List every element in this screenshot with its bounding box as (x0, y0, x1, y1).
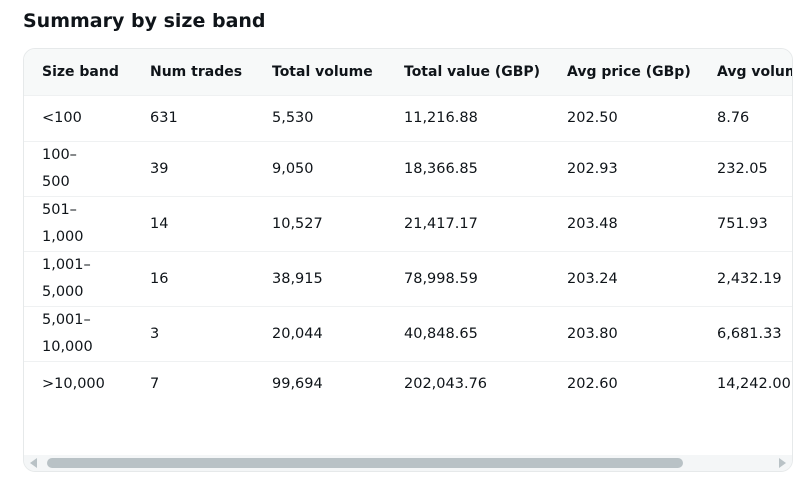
scroll-left[interactable] (30, 458, 37, 468)
table-cell: 501–1,000 (24, 196, 132, 252)
table-cell: 14,242.00 (699, 361, 792, 407)
table-cell: 8.76 (699, 95, 792, 142)
scroll-thumb[interactable] (47, 458, 683, 468)
table-cell: 203.48 (549, 196, 699, 252)
table-cell: 99,694 (254, 361, 386, 407)
table-cell: 40,848.65 (386, 306, 549, 362)
table-cell: 100–500 (24, 141, 132, 197)
table-cell: 18,366.85 (386, 141, 549, 197)
table-cell: 5,530 (254, 95, 386, 142)
table-cell: 202.93 (549, 141, 699, 197)
table-cell: 11,216.88 (386, 95, 549, 142)
table-cell: >10,000 (24, 361, 132, 407)
table-cell: 232.05 (699, 141, 792, 197)
table-cell: 39 (132, 141, 254, 197)
table-cell: 202.50 (549, 95, 699, 142)
table-cell: 20,044 (254, 306, 386, 362)
table-cell: 9,050 (254, 141, 386, 197)
table-row: 5,001–10,000 3 20,044 40,848.65 203.80 6,681.… (24, 306, 792, 362)
table-cell: 5,001–10,000 (24, 306, 132, 362)
table-cell: 38,915 (254, 251, 386, 307)
column-header: Total value (GBP) (386, 49, 549, 96)
table-row: 100–500 39 9,050 18,366.85 202.93 232.05 (24, 141, 792, 197)
table-row: <100 631 5,530 11,216.88 202.50 8.76 (24, 95, 792, 142)
column-header: Avg volum (699, 49, 792, 96)
scroll-right[interactable] (779, 458, 786, 468)
scrollbar[interactable] (24, 455, 792, 471)
table-cell: 7 (132, 361, 254, 407)
table-cell: 14 (132, 196, 254, 252)
header-row: Size band Num trades Total volume Total val… (24, 49, 792, 96)
table-cell: 3 (132, 306, 254, 362)
summary-table: Size band Num trades Total volume Total val… (24, 49, 792, 407)
column-header: Total volume (254, 49, 386, 96)
table-cell: 202,043.76 (386, 361, 549, 407)
table-row: >10,000 7 99,694 202,043.76 202.60 14,242.00 (24, 361, 792, 407)
table-row: 1,001–5,000 16 38,915 78,998.59 203.24 2,432.… (24, 251, 792, 307)
table-cell: 16 (132, 251, 254, 307)
table-cell: 2,432.19 (699, 251, 792, 307)
column-header: Num trades (132, 49, 254, 96)
table-cell: 751.93 (699, 196, 792, 252)
table-cell: 203.24 (549, 251, 699, 307)
table-cell: 203.80 (549, 306, 699, 362)
table-cell: 21,417.17 (386, 196, 549, 252)
table-cell: 78,998.59 (386, 251, 549, 307)
column-header: Size band (24, 49, 132, 96)
table-cell: 202.60 (549, 361, 699, 407)
table-cell: <100 (24, 95, 132, 142)
table-cell: 10,527 (254, 196, 386, 252)
table-container: Size band Num trades Total volume Total val… (23, 48, 793, 472)
table-row: 501–1,000 14 10,527 21,417.17 203.48 751.93 (24, 196, 792, 252)
column-header: Avg price (GBp) (549, 49, 699, 96)
table-cell: 6,681.33 (699, 306, 792, 362)
table-cell: 1,001–5,000 (24, 251, 132, 307)
table-cell: 631 (132, 95, 254, 142)
section-title: Summary by size band (23, 10, 266, 32)
table-body: <100 631 5,530 11,216.88 202.50 8.76 100–500 39… (24, 95, 792, 407)
